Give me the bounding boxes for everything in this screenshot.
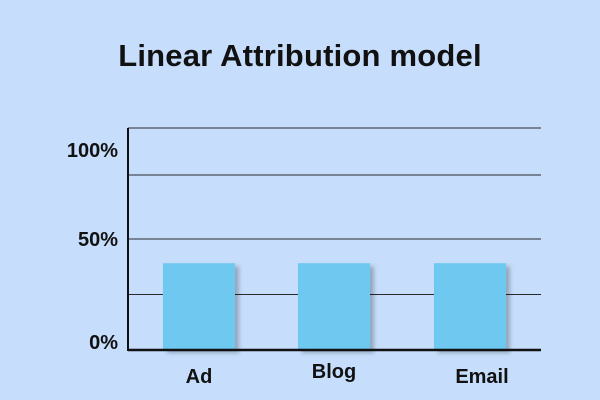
y-tick-label: 100%	[67, 140, 118, 162]
axes	[127, 128, 541, 352]
bar-ad	[163, 263, 235, 350]
bars	[163, 263, 506, 350]
chart-title: Linear Attribution model	[118, 38, 482, 73]
bar-email	[434, 263, 506, 350]
x-tick-label: Blog	[312, 361, 356, 383]
x-tick-labels: Ad Blog Email	[186, 361, 509, 388]
bar-blog	[298, 263, 370, 350]
x-tick-label: Ad	[186, 366, 213, 388]
y-tick-label: 0%	[89, 332, 118, 354]
y-tick-labels: 0% 50% 100%	[67, 140, 118, 354]
x-tick-label: Email	[455, 366, 508, 388]
y-tick-label: 50%	[78, 229, 118, 251]
